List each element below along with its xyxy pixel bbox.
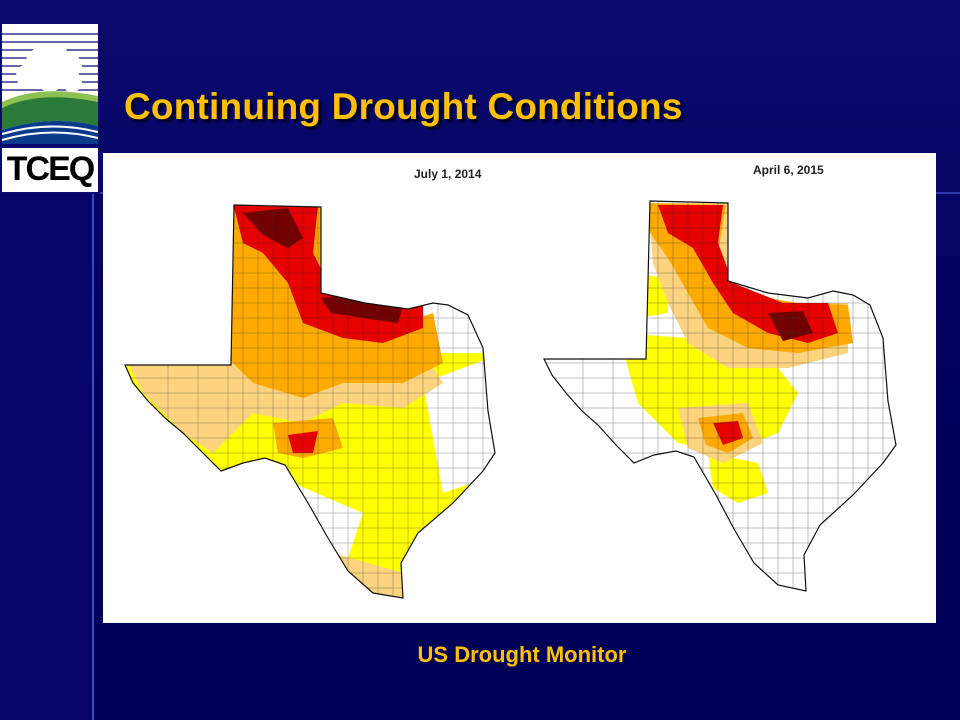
map-date-april-2015: April 6, 2015 [753, 163, 824, 177]
slide-title: Continuing Drought Conditions [124, 86, 683, 127]
tceq-logo: TCEQ [0, 22, 100, 194]
texas-map-2015 [543, 200, 897, 592]
drought-maps-panel: July 1, 2014 April 6, 2015 [103, 153, 936, 623]
vertical-divider [92, 190, 94, 720]
logo-text: TCEQ [6, 150, 95, 188]
slide-caption: US Drought Monitor [417, 642, 627, 667]
map-date-july-2014: July 1, 2014 [414, 167, 482, 181]
left-strip [0, 195, 92, 720]
texas-map-2014 [124, 204, 496, 599]
